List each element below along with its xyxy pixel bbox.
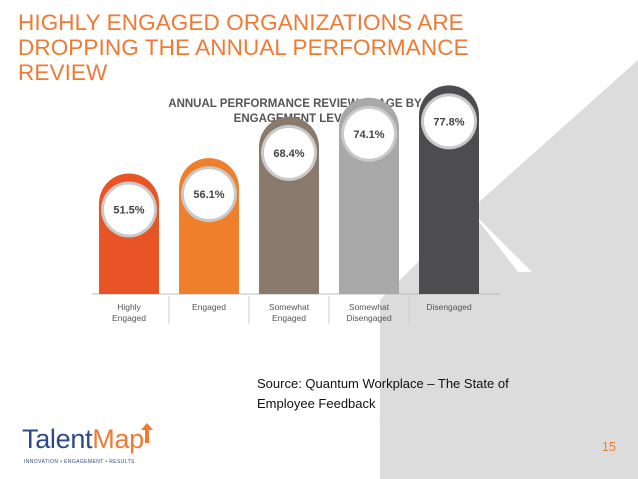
category-label-3-line-1: Somewhat bbox=[269, 302, 310, 312]
watermark-arrow-stroke bbox=[378, 272, 638, 459]
slide-title-line-3: REVIEW bbox=[18, 60, 108, 85]
bar-1-label-circle bbox=[104, 184, 154, 235]
bar-3-label-circle bbox=[264, 127, 314, 178]
category-label-3-line-2: Engaged bbox=[272, 313, 306, 323]
category-label-1-line-1: Highly bbox=[117, 302, 141, 312]
slide-title: HIGHLY ENGAGED ORGANIZATIONS ARE DROPPIN… bbox=[18, 10, 578, 85]
category-label-2-line-1: Engaged bbox=[192, 302, 226, 312]
logo-map-text: Map bbox=[92, 424, 144, 454]
category-label-4-line-1: Somewhat bbox=[349, 302, 390, 312]
source-line-1: Source: Quantum Workplace – The State of bbox=[257, 376, 509, 391]
watermark-arrow-stem bbox=[488, 330, 598, 479]
bar-5-value-label: 77.8% bbox=[433, 116, 464, 128]
source-note: Source: Quantum Workplace – The State of… bbox=[257, 374, 577, 414]
bar-2-label-circle bbox=[184, 169, 234, 220]
bar-2-value-label: 56.1% bbox=[193, 189, 224, 201]
bar-4-value-label: 74.1% bbox=[353, 129, 384, 141]
logo-arrow-icon bbox=[141, 423, 153, 443]
logo-talent-text: Talent bbox=[22, 424, 93, 454]
source-line-2: Employee Feedback bbox=[257, 396, 376, 411]
bar-1-value-label: 51.5% bbox=[113, 204, 144, 216]
bar-4-label-circle bbox=[344, 108, 394, 159]
logo-wordmark: TalentMap bbox=[22, 424, 144, 455]
slide-title-line-1: HIGHLY ENGAGED ORGANIZATIONS ARE bbox=[18, 10, 464, 35]
bar-5-label-circle bbox=[424, 96, 474, 147]
logo-tagline: INNOVATION • ENGAGEMENT • RESULTS bbox=[24, 459, 135, 465]
category-label-1-line-2: Engaged bbox=[112, 313, 146, 323]
bar-3-value-label: 68.4% bbox=[273, 148, 304, 160]
page-number: 15 bbox=[602, 440, 616, 454]
category-label-4-line-2: Disengaged bbox=[346, 313, 392, 323]
slide-title-line-2: DROPPING THE ANNUAL PERFORMANCE bbox=[18, 35, 469, 60]
category-label-5-line-1: Disengaged bbox=[426, 302, 472, 312]
talentmap-logo: TalentMap INNOVATION • ENGAGEMENT • RESU… bbox=[22, 423, 192, 472]
